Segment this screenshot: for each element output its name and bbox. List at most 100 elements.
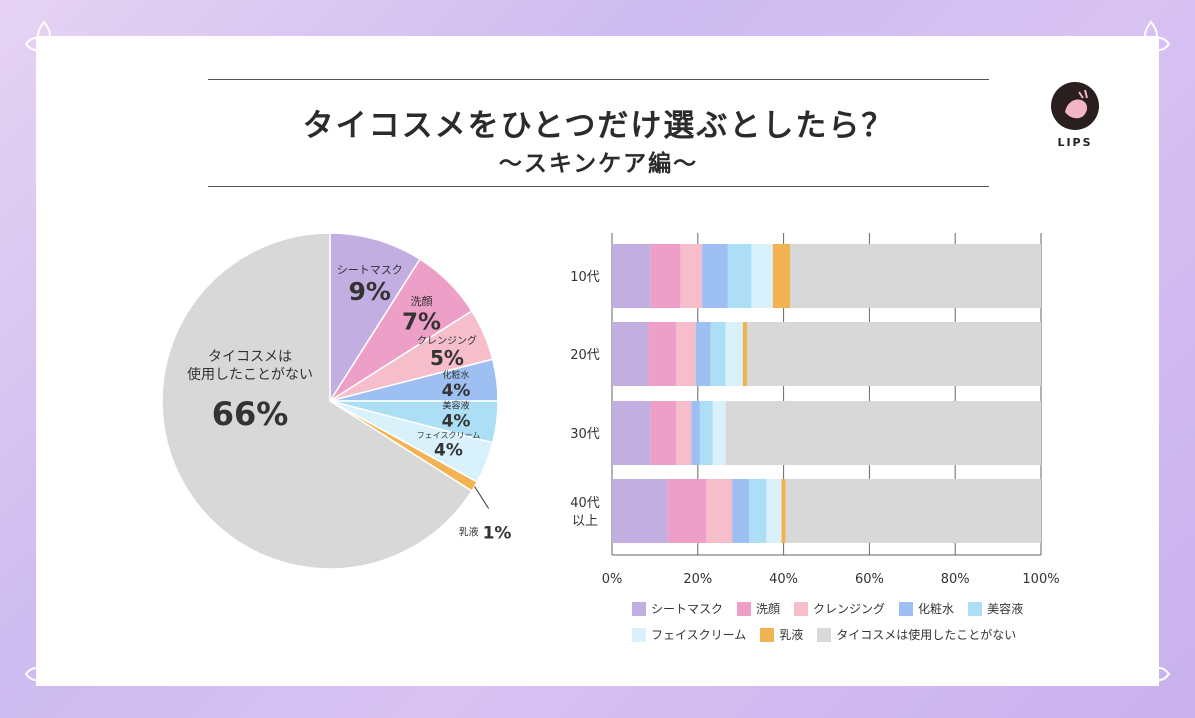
bar-segment [725,322,743,386]
pie-slice-label: タイコスメは [208,349,292,365]
pie-slice-label: 洗顔 [411,294,433,308]
pie-slice-label: 使用したことがない [187,366,313,383]
flourish-icon-top-right [1121,14,1181,74]
pie-slice-label: 美容液 [442,400,469,412]
brand-logo: LIPS [1046,82,1104,149]
x-tick-label: 20% [683,572,712,587]
bar-segment [781,479,786,543]
x-tick-label: 80% [941,572,970,587]
bar-segment [650,401,677,465]
bar-segment [747,322,1041,386]
pie-value-label: 4% [434,441,463,461]
x-tick-label: 60% [855,572,884,587]
legend-swatch [737,601,752,616]
bar-segment [725,401,1041,465]
legend-swatch [632,627,646,642]
pie-value-label: 9% [349,277,391,306]
legend-label: 美容液 [987,602,1024,616]
flourish-icon-bottom-left [14,644,74,704]
page-title: タイコスメをひとつだけ選ぶとしたら？ [302,108,895,144]
bar-segment [650,244,681,308]
flourish-icon-bottom-right [1121,644,1181,704]
legend-label: シートマスク [651,602,724,616]
bar-segment [766,479,782,543]
bar-segment [727,244,752,308]
legend-row-2: フェイスクリーム 乳液 タイコスメは使用したことがない [632,626,1016,643]
legend-label: 洗顔 [756,602,781,616]
y-category-label: 10代 [570,270,600,285]
x-tick-label: 40% [769,572,798,587]
bar-segment [612,244,651,308]
title-rule-bottom [208,186,989,187]
legend-item: 乳液 [760,626,803,643]
bar-segment [680,244,703,308]
legend-swatch [817,627,832,642]
bar-segment [612,401,651,465]
bar-segment [732,479,750,543]
deer-logo-icon [1051,82,1099,130]
pie-slice [161,232,473,570]
x-tick-label: 0% [602,572,623,587]
bar-segment [676,401,692,465]
legend-swatch [794,601,809,616]
bar-segment [706,479,733,543]
legend-label: クレンジング [813,602,886,616]
bar-segment [667,479,707,543]
bar-segment [612,322,649,386]
legend-item: タイコスメは使用したことがない [817,626,1016,643]
pie-value-label: 7% [402,309,441,335]
legend-label: 乳液 [779,628,804,642]
bar-segment [691,401,700,465]
bar-segment [702,244,728,308]
pie-leader-line [474,486,490,509]
legend-row-1: シートマスク 洗顔 クレンジング 化粧水 美容液 [632,600,1023,617]
pie-slice-label: シートマスク [337,264,403,277]
y-category-label: 以上 [572,514,598,529]
legend-label: 化粧水 [918,602,955,616]
bar-segment [751,244,773,308]
bar-segment [742,322,748,386]
bar-segment [710,322,726,386]
legend-swatch [968,601,983,616]
pie-slice-label: 化粧水 [442,369,469,381]
pie-value-label: 4% [442,381,471,401]
pie-value-label: 4% [442,411,471,431]
bar-segment [648,322,677,386]
bar-segment [699,401,713,465]
legend-item: クレンジング [794,600,885,617]
logo-text: LIPS [1057,136,1093,149]
legend-item: 美容液 [968,600,1023,617]
bar-segment [749,479,767,543]
pie-slice-label: フェイスクリーム [417,431,481,440]
pie-value-label: 1% [483,524,512,544]
pie-slice [329,232,422,404]
pie-value-label: 66% [212,395,289,433]
legend-swatch [632,601,646,616]
page-subtitle: 〜スキンケア編〜 [498,151,699,177]
legend-swatch [760,627,775,642]
bar-segment [695,322,711,386]
legend-item: 化粧水 [899,600,954,617]
legend-label: タイコスメは使用したことがない [836,628,1017,642]
bar-segment [790,244,1041,308]
legend-label: フェイスクリーム [651,628,747,642]
pie-value-label: 5% [430,346,464,370]
y-category-label: 20代 [570,348,600,363]
y-category-label: 40代 [570,496,600,511]
legend-swatch [899,601,914,616]
bar-segment [612,479,668,543]
flourish-icon-top-left [14,14,74,74]
legend-item: 洗顔 [737,600,780,617]
bar-segment [712,401,726,465]
pie-slice-label: クレンジング [417,334,477,347]
bar-segment [785,479,1041,543]
legend-item: フェイスクリーム [632,626,746,643]
title-rule-top [208,79,989,80]
y-category-label: 30代 [570,427,600,442]
bar-segment [772,244,791,308]
pie-slice-label: 乳液 [459,526,479,539]
legend-item: シートマスク [632,600,723,617]
bar-segment [676,322,696,386]
